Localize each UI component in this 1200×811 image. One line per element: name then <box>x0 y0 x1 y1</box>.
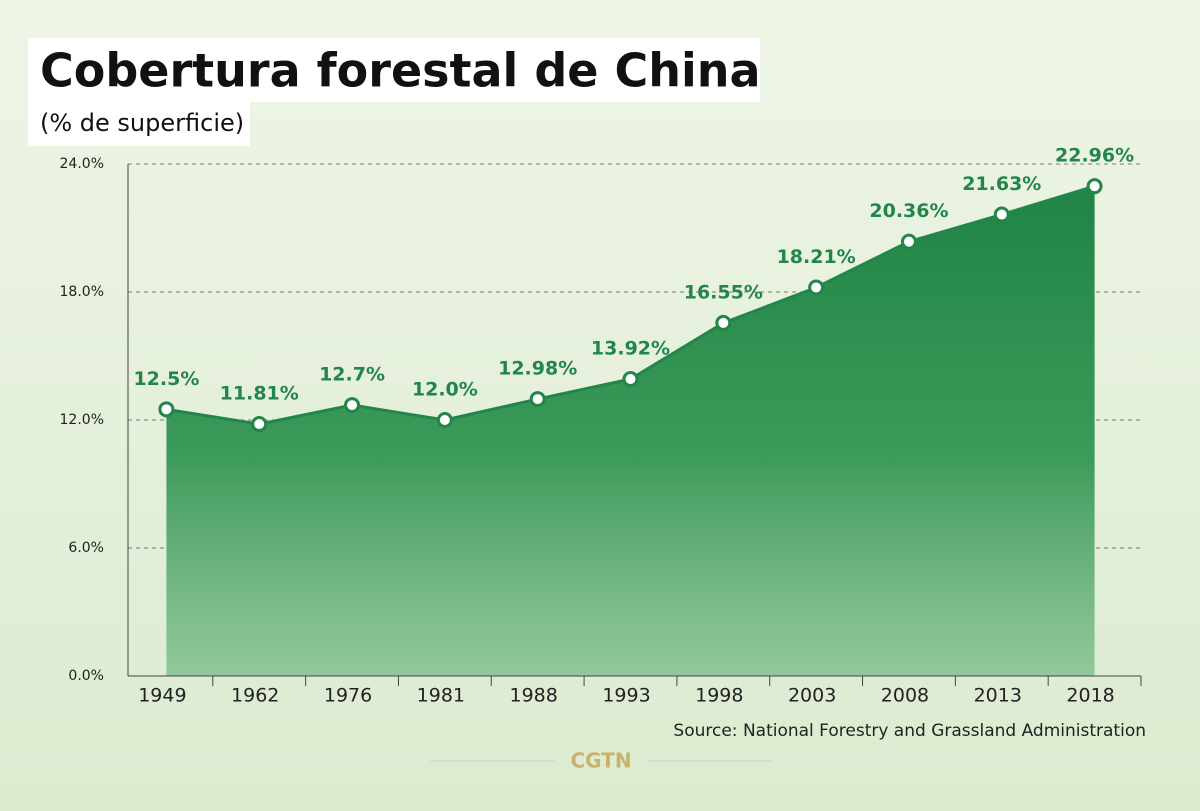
x-tick-label: 2018 <box>1066 685 1114 707</box>
subtitle-box <box>28 100 250 146</box>
marker <box>715 314 732 331</box>
area <box>166 186 1095 677</box>
marker <box>529 391 546 408</box>
plot: 0.0% 6.0% 12.0% 18.0% 24.0% 12.5% 11.81% 12.7% 1… <box>60 145 1142 707</box>
chart-subtitle: (% de superficie) <box>40 109 244 137</box>
value-label: 12.0% <box>412 379 478 401</box>
x-tick-label: 2003 <box>788 685 836 707</box>
x-tick-label: 1949 <box>138 685 186 707</box>
x-tick-label: 1988 <box>510 685 558 707</box>
x-tick-label: 1993 <box>602 685 650 707</box>
marker <box>1086 178 1103 195</box>
y-tick-label: 0.0% <box>68 668 104 684</box>
marker <box>993 206 1010 223</box>
value-label: 12.98% <box>498 358 577 380</box>
chart-title: Cobertura forestal de China <box>40 44 761 98</box>
source: Source: National Forestry and Grassland … <box>673 721 1146 741</box>
x-tick-label: 1976 <box>324 685 372 707</box>
value-label: 20.36% <box>869 200 948 222</box>
y-tick-label: 6.0% <box>68 540 104 556</box>
marker <box>808 279 825 296</box>
y-tick-label: 12.0% <box>60 412 104 428</box>
marker <box>900 233 917 250</box>
marker <box>251 416 268 433</box>
value-label: 13.92% <box>591 338 670 360</box>
y-tick-label: 18.0% <box>60 284 104 300</box>
value-label: 18.21% <box>777 246 856 268</box>
logo: CGTN <box>570 749 631 773</box>
value-label: 12.7% <box>319 364 385 386</box>
value-label: 21.63% <box>962 173 1041 195</box>
x-tick-label: 2013 <box>974 685 1022 707</box>
x-tick-label: 1962 <box>231 685 279 707</box>
value-label: 11.81% <box>220 383 299 405</box>
marker <box>158 401 175 418</box>
value-label: 22.96% <box>1055 145 1134 167</box>
y-tick-label: 24.0% <box>60 156 104 172</box>
title-box <box>28 38 760 102</box>
value-label: 16.55% <box>684 281 763 303</box>
x-tick-label: 1998 <box>695 685 743 707</box>
marker <box>344 397 361 414</box>
x-tick-label: 2008 <box>881 685 929 707</box>
x-tick-label: 1981 <box>417 685 465 707</box>
value-label: 12.5% <box>133 368 199 390</box>
marker <box>436 412 453 428</box>
marker <box>622 371 639 388</box>
